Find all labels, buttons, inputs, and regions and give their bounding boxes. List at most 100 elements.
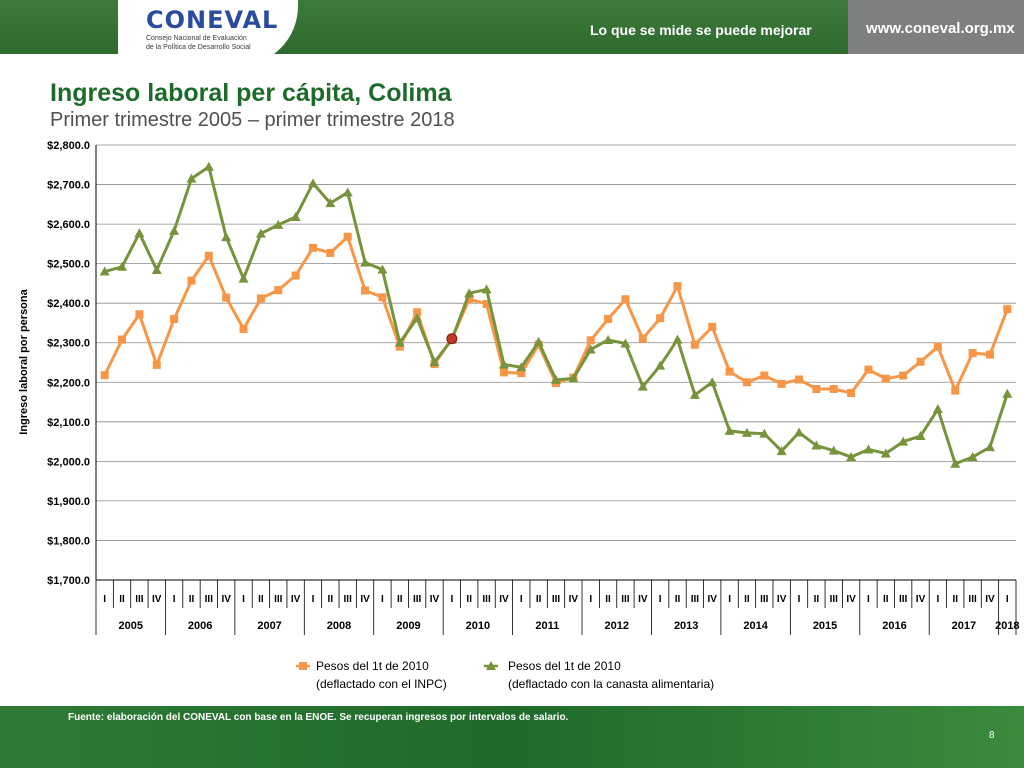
data-point-inpc <box>204 251 213 260</box>
data-point-inpc <box>933 342 942 351</box>
x-quarter-label: III <box>899 594 908 605</box>
data-point-canasta <box>846 452 857 462</box>
x-quarter-label: II <box>952 594 958 605</box>
data-point-canasta <box>967 452 978 462</box>
x-quarter-label: II <box>328 594 334 605</box>
data-point-canasta <box>863 444 874 454</box>
x-quarter-label: IV <box>221 594 231 605</box>
x-quarter-label: III <box>274 594 283 605</box>
data-point-canasta <box>394 337 405 347</box>
data-point-canasta <box>307 178 318 188</box>
logo-subtitle-2: de la Política de Desarrollo Social <box>146 44 251 51</box>
y-tick-label: $2,800.0 <box>47 140 90 152</box>
x-quarter-label: I <box>520 594 523 605</box>
data-point-canasta <box>481 284 492 294</box>
chart-subtitle: Primer trimestre 2005 – primer trimestre… <box>50 109 455 131</box>
data-point-canasta <box>707 377 718 387</box>
data-point-inpc <box>881 374 890 383</box>
legend-label-canasta-note: (deflactado con la canasta alimentaria) <box>508 677 714 691</box>
y-tick-label: $1,800.0 <box>47 535 90 547</box>
data-point-canasta <box>290 211 301 221</box>
x-quarter-label: III <box>135 594 144 605</box>
x-year-label: 2018 <box>995 620 1019 632</box>
data-point-canasta <box>637 381 648 391</box>
data-point-inpc <box>482 299 491 308</box>
data-point-canasta <box>1002 388 1013 398</box>
x-year-label: 2011 <box>535 620 559 632</box>
x-quarter-label: IV <box>707 594 717 605</box>
data-point-inpc <box>673 282 682 291</box>
x-year-label: 2009 <box>396 620 420 632</box>
legend-label-canasta: Pesos del 1t de 2010 <box>508 659 621 673</box>
x-quarter-label: II <box>605 594 611 605</box>
data-point-canasta <box>932 404 943 414</box>
data-point-inpc <box>968 349 977 358</box>
data-point-canasta <box>620 338 631 348</box>
x-quarter-label: I <box>381 594 384 605</box>
x-quarter-label: III <box>691 594 700 605</box>
data-point-canasta <box>255 228 266 238</box>
x-quarter-label: I <box>589 594 592 605</box>
x-quarter-label: I <box>798 594 801 605</box>
logo[interactable] <box>118 0 298 66</box>
source-note: Fuente: elaboración del CONEVAL con base… <box>68 712 569 723</box>
data-point-canasta <box>880 448 891 458</box>
data-point-inpc <box>239 324 248 333</box>
data-point-inpc <box>170 315 179 323</box>
y-tick-label: $2,600.0 <box>47 219 90 231</box>
x-quarter-label: II <box>189 594 195 605</box>
x-year-label: 2016 <box>882 620 906 632</box>
x-year-label: 2017 <box>952 620 976 632</box>
data-point-inpc <box>951 386 960 395</box>
data-point-canasta <box>984 442 995 452</box>
x-quarter-label: II <box>883 594 889 605</box>
data-point-canasta <box>360 257 371 267</box>
data-point-inpc <box>152 360 161 369</box>
website-link[interactable]: www.coneval.org.mx <box>866 20 1015 37</box>
legend-label-inpc: Pesos del 1t de 2010 <box>316 659 429 673</box>
x-year-label: 2012 <box>605 620 629 632</box>
data-point-inpc <box>517 369 526 378</box>
data-point-canasta <box>794 427 805 437</box>
x-year-label: 2015 <box>813 620 837 632</box>
data-point-inpc <box>499 368 508 377</box>
x-quarter-label: I <box>312 594 315 605</box>
x-quarter-label: II <box>744 594 750 605</box>
data-point-inpc <box>378 293 387 302</box>
page-number: 8 <box>989 730 995 741</box>
series-canasta-line <box>104 165 1009 466</box>
x-quarter-label: III <box>968 594 977 605</box>
tagline: Lo que se mide se puede mejorar <box>590 22 812 38</box>
x-quarter-label: III <box>482 594 491 605</box>
x-quarter-label: III <box>205 594 214 605</box>
data-point-canasta <box>950 458 961 468</box>
logo-subtitle-1: Consejo Nacional de Evaluación <box>146 35 247 42</box>
data-point-canasta <box>342 187 353 197</box>
data-point-inpc <box>465 295 474 304</box>
x-year-label: 2010 <box>466 620 490 632</box>
data-point-inpc <box>638 334 647 343</box>
data-point-inpc <box>308 243 317 252</box>
x-quarter-label: II <box>814 594 820 605</box>
y-tick-label: $2,500.0 <box>47 259 90 271</box>
data-point-canasta <box>377 264 388 274</box>
data-point-inpc <box>274 286 283 295</box>
data-point-inpc <box>187 276 196 285</box>
data-point-canasta <box>915 431 926 441</box>
x-quarter-label: IV <box>569 594 579 605</box>
data-point-canasta <box>151 264 162 274</box>
data-point-inpc <box>795 375 804 384</box>
y-tick-label: $2,300.0 <box>47 338 90 350</box>
x-quarter-label: IV <box>916 594 926 605</box>
x-quarter-label: IV <box>152 594 162 605</box>
data-point-inpc <box>812 384 821 393</box>
data-point-canasta <box>776 446 787 456</box>
data-point-canasta <box>134 228 145 238</box>
data-point-canasta <box>741 427 752 437</box>
data-point-canasta <box>811 440 822 450</box>
y-tick-label: $2,700.0 <box>47 180 90 192</box>
highlight-point <box>446 333 458 345</box>
x-quarter-label: III <box>552 594 561 605</box>
x-quarter-label: IV <box>291 594 301 605</box>
data-point-canasta <box>117 261 128 271</box>
